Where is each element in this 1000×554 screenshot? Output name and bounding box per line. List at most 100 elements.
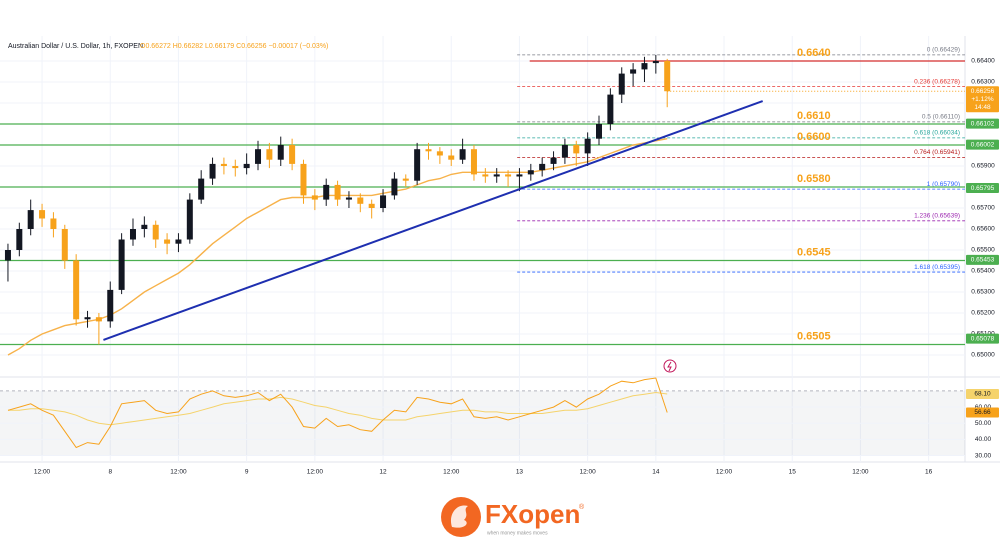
candle-body <box>50 218 57 229</box>
price-tag <box>966 254 999 265</box>
candle-body <box>27 210 34 229</box>
x-tick-label: 8 <box>108 469 112 476</box>
current-price-tag <box>966 86 999 113</box>
candle-body <box>73 260 80 320</box>
y-tick-label: 0.65000 <box>971 352 995 359</box>
price-tag-label: 0.65453 <box>971 257 995 264</box>
candle-body <box>425 149 432 152</box>
candle-body <box>175 239 182 244</box>
price-tag <box>966 333 999 344</box>
candle-body <box>402 178 409 181</box>
candle-body <box>516 174 523 177</box>
candle-body <box>436 151 443 156</box>
y-tick-label: 0.65900 <box>971 163 995 170</box>
brand-mark: ® <box>579 503 585 511</box>
candle-body <box>61 229 68 261</box>
price-time: 14:48 <box>974 104 991 111</box>
y-tick-label: 0.65400 <box>971 268 995 275</box>
price-change: +1.12% <box>971 96 993 103</box>
fib-label: 0.764 (0.65941) <box>914 149 960 156</box>
candle-body <box>584 138 591 154</box>
candle-body <box>493 174 500 177</box>
candle-body <box>391 178 398 196</box>
candle-body <box>16 229 23 250</box>
candle-body <box>550 157 557 164</box>
fib-label: 0.5 (0.66110) <box>922 114 960 121</box>
candle-body <box>243 163 250 169</box>
y-tick-label: 0.65200 <box>971 310 995 317</box>
candle-body <box>198 178 205 200</box>
x-tick-label: 9 <box>245 469 249 476</box>
candle-body <box>152 224 159 240</box>
price-tag-label: 0.66002 <box>971 141 995 148</box>
rsi-tag-label: 68.10 <box>974 391 991 398</box>
x-tick-label: 12:00 <box>170 469 187 476</box>
x-tick-label: 12:00 <box>716 469 733 476</box>
candle-body <box>220 163 227 166</box>
candle-body <box>311 195 318 200</box>
price-tag-label: 0.65078 <box>971 335 995 342</box>
candle-body <box>334 184 341 200</box>
candle-body <box>266 149 273 160</box>
x-tick-label: 12:00 <box>579 469 596 476</box>
candle-body <box>300 163 307 196</box>
level-label: 0.6610 <box>797 110 831 122</box>
rsi-tick-label: 50.00 <box>975 420 992 427</box>
candle-body <box>630 69 637 74</box>
rsi-tick-label: 40.00 <box>975 436 992 443</box>
level-label: 0.6505 <box>797 330 831 342</box>
y-tick-label: 0.65700 <box>971 205 995 212</box>
candle-body <box>107 289 114 322</box>
rsi-tick-label: 60.00 <box>975 404 992 411</box>
candle-body <box>164 239 171 244</box>
candle-body <box>664 61 671 92</box>
y-tick-label: 0.65300 <box>971 289 995 296</box>
level-label: 0.6580 <box>797 173 831 185</box>
candle-body <box>505 174 512 177</box>
logo: FXopen ® when money makes moves <box>441 497 585 537</box>
ohlc-text: O0.66272 H0.66282 L0.66179 C0.66256 −0.0… <box>140 43 328 50</box>
tagline: when money makes moves <box>487 530 548 536</box>
x-tick-label: 12 <box>379 469 387 476</box>
x-tick-label: 12:00 <box>443 469 460 476</box>
fib-label: 0.618 (0.66034) <box>914 130 960 137</box>
current-price: 0.66256 <box>971 88 995 95</box>
x-tick-label: 13 <box>516 469 524 476</box>
candle-body <box>255 149 262 164</box>
candle-body <box>641 63 648 70</box>
candle-body <box>289 145 296 164</box>
level-label: 0.6545 <box>797 246 831 258</box>
candle-body <box>141 224 148 229</box>
candle-body <box>596 124 603 139</box>
brand: FXopen <box>485 499 580 529</box>
candle-body <box>232 166 239 169</box>
fib-label: 1.618 (0.65395) <box>914 264 960 271</box>
rsi-tag-label: 56.66 <box>974 409 991 416</box>
x-tick-label: 12:00 <box>307 469 324 476</box>
x-tick-label: 14 <box>652 469 660 476</box>
y-tick-label: 0.65500 <box>971 247 995 254</box>
candle-body <box>414 149 421 181</box>
candle-body <box>539 163 546 171</box>
rsi-line <box>8 391 668 426</box>
fib-label: 0.236 (0.66278) <box>914 78 960 85</box>
y-tick-label: 0.66400 <box>971 58 995 65</box>
candle-body <box>129 229 136 240</box>
price-tag-label: 0.65795 <box>971 185 995 192</box>
candle-body <box>368 203 375 208</box>
chart-title: Australian Dollar / U.S. Dollar, 1h, FXO… <box>8 43 143 50</box>
x-tick-label: 15 <box>789 469 797 476</box>
candle-body <box>652 61 659 64</box>
candle-body <box>323 184 330 200</box>
candle-body <box>527 170 534 175</box>
candle-body <box>470 149 477 175</box>
level-label: 0.6600 <box>797 131 831 143</box>
rsi-tag <box>966 407 999 418</box>
rsi-tick-label: 30.00 <box>975 452 992 459</box>
fib-label: 0 (0.66429) <box>927 47 960 54</box>
x-tick-label: 12:00 <box>852 469 869 476</box>
candle-body <box>277 145 284 160</box>
fib-label: 1.236 (0.65639) <box>914 213 960 220</box>
